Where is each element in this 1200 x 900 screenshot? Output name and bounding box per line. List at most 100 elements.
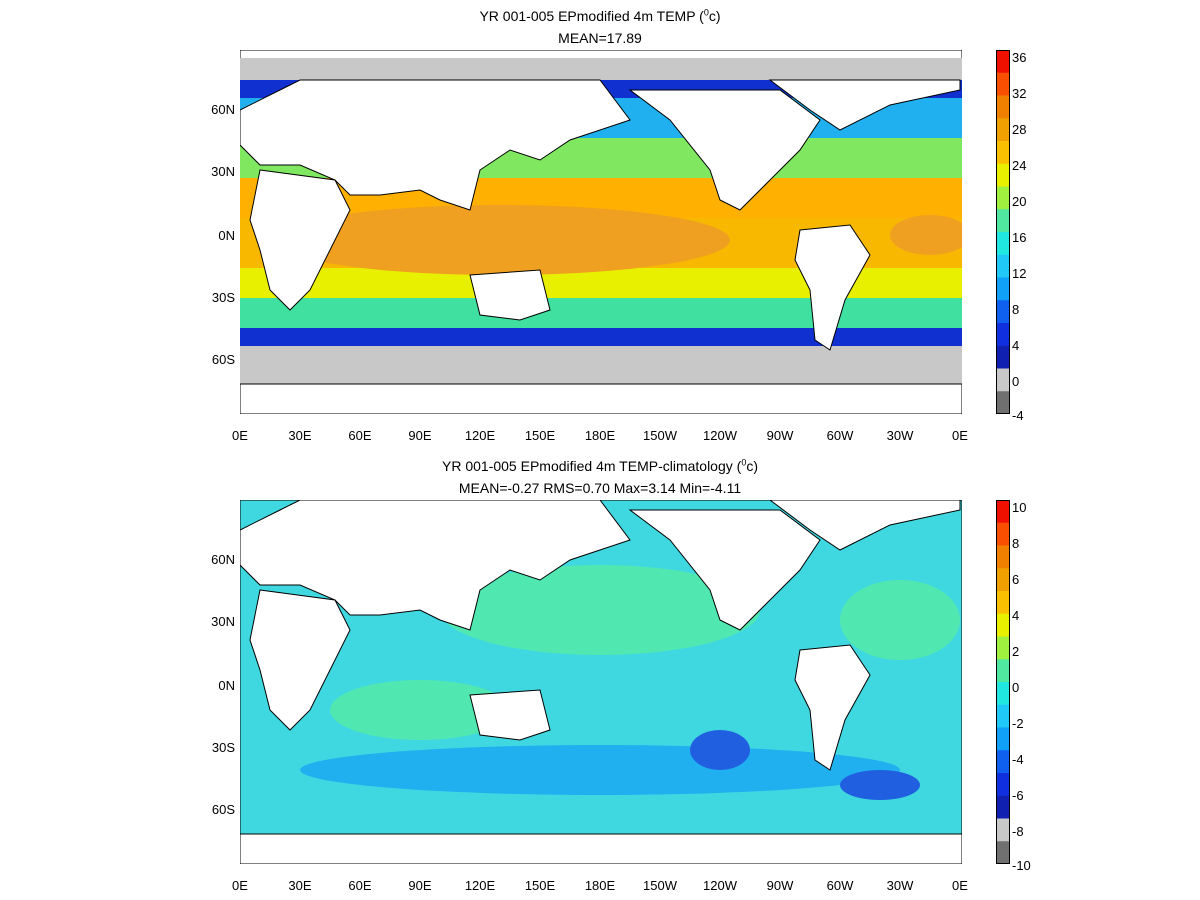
colorbar-swatch <box>996 118 1010 142</box>
colorbar-label: -6 <box>1012 788 1024 803</box>
colorbar-swatch <box>996 323 1010 347</box>
lon-label: 0E <box>952 428 968 443</box>
lon-label: 120W <box>703 428 737 443</box>
panel-top: YR 001-005 EPmodified 4m TEMP (0c) MEAN=… <box>211 7 1027 443</box>
lon-label: 0E <box>232 878 248 893</box>
lat-label: 60S <box>211 352 235 367</box>
colorbar-frame <box>996 50 1010 414</box>
colorbar-label: 2 <box>1012 644 1020 659</box>
colorbar-label: 4 <box>1012 608 1020 623</box>
colorbar-swatch <box>996 545 1010 569</box>
colorbar-label: 20 <box>1012 194 1027 209</box>
lon-label: 150E <box>524 878 556 893</box>
colorbar-label: 4 <box>1012 338 1020 353</box>
colorbar-swatch <box>996 773 1010 797</box>
colorbar-swatch <box>996 591 1010 615</box>
panel-bottom: YR 001-005 EPmodified 4m TEMP-climatolog… <box>0 450 1200 900</box>
lon-label: 120E <box>464 878 496 893</box>
colorbar-swatch <box>996 300 1010 324</box>
colorbar-frame <box>996 500 1010 864</box>
colorbar-swatch <box>996 186 1010 210</box>
colorbar-swatch <box>996 368 1010 392</box>
lat-label: 30N <box>211 164 235 179</box>
colorbar-swatch <box>996 232 1010 256</box>
colorbar-label: -8 <box>1012 824 1024 839</box>
colorbar-label: 10 <box>1012 500 1027 515</box>
colorbar-swatch <box>996 277 1010 301</box>
colorbar-swatch <box>996 704 1010 728</box>
lon-label: 120W <box>703 878 737 893</box>
colorbar-swatch <box>996 682 1010 706</box>
colorbar-swatch <box>996 613 1010 637</box>
colorbar <box>996 500 1010 864</box>
colorbar-label: 32 <box>1012 86 1027 101</box>
lat-label: 0N <box>218 678 235 693</box>
lon-label: 60E <box>348 878 372 893</box>
lat-label: 60N <box>211 552 235 567</box>
colorbar-swatch <box>996 522 1010 546</box>
lon-label: 150W <box>643 878 677 893</box>
colorbar-label: 16 <box>1012 230 1027 245</box>
panel-title: YR 001-005 EPmodified 4m TEMP (0c) <box>479 7 721 24</box>
colorbar-swatch <box>996 636 1010 660</box>
colorbar-swatch <box>996 391 1010 414</box>
colorbar-swatch <box>996 568 1010 592</box>
colorbar-label: -4 <box>1012 408 1024 423</box>
lon-label: 180E <box>584 878 616 893</box>
colorbar-swatch <box>996 500 1010 524</box>
lon-label: 90E <box>408 428 432 443</box>
lon-label: 90E <box>408 878 432 893</box>
lon-label: 30W <box>886 878 914 893</box>
colorbar-label: 28 <box>1012 122 1027 137</box>
lon-label: 30E <box>288 878 312 893</box>
colorbar-swatch <box>996 141 1010 165</box>
colorbar-swatch <box>996 750 1010 774</box>
colorbar-swatch <box>996 50 1010 74</box>
lat-label: 30N <box>211 614 235 629</box>
colorbar-label: 12 <box>1012 266 1027 281</box>
lon-label: 90W <box>766 878 794 893</box>
lat-label: 60S <box>211 802 235 817</box>
lon-label: 60W <box>826 878 854 893</box>
lon-label: 30E <box>288 428 312 443</box>
panel-title: YR 001-005 EPmodified 4m TEMP-climatolog… <box>442 457 758 474</box>
lon-label: 90W <box>766 428 794 443</box>
colorbar-swatch <box>996 659 1010 683</box>
colorbar-swatch <box>996 95 1010 119</box>
lon-label: 0E <box>232 428 248 443</box>
lon-label: 150W <box>643 428 677 443</box>
lat-label: 30S <box>211 290 235 305</box>
sst-map <box>240 50 962 414</box>
lon-label: 150E <box>524 428 556 443</box>
colorbar-label: 0 <box>1012 374 1020 389</box>
colorbar-swatch <box>996 727 1010 751</box>
colorbar-label: 8 <box>1012 536 1020 551</box>
panel-stats: MEAN=-0.27 RMS=0.70 Max=3.14 Min=-4.11 <box>458 480 742 496</box>
lon-label: 180E <box>584 428 616 443</box>
colorbar-swatch <box>996 841 1010 864</box>
anomaly-map <box>240 500 962 864</box>
lon-label: 60E <box>348 428 372 443</box>
lon-label: 0E <box>952 878 968 893</box>
colorbar-label: 36 <box>1012 50 1027 65</box>
colorbar-label: 24 <box>1012 158 1027 173</box>
lat-label: 0N <box>218 228 235 243</box>
colorbar-label: -10 <box>1012 858 1031 873</box>
colorbar-label: -2 <box>1012 716 1024 731</box>
colorbar-label: 6 <box>1012 572 1020 587</box>
colorbar-label: -4 <box>1012 752 1024 767</box>
colorbar-swatch <box>996 254 1010 278</box>
colorbar-swatch <box>996 163 1010 187</box>
colorbar-swatch <box>996 818 1010 842</box>
lon-label: 60W <box>826 428 854 443</box>
colorbar <box>996 50 1010 414</box>
lon-label: 120E <box>464 428 496 443</box>
colorbar-label: 0 <box>1012 680 1020 695</box>
colorbar-swatch <box>996 209 1010 233</box>
colorbar-swatch <box>996 795 1010 819</box>
colorbar-swatch <box>996 345 1010 369</box>
colorbar-label: 8 <box>1012 302 1020 317</box>
panel-stats: MEAN=17.89 <box>558 30 642 46</box>
lat-label: 60N <box>211 102 235 117</box>
colorbar-swatch <box>996 72 1010 96</box>
